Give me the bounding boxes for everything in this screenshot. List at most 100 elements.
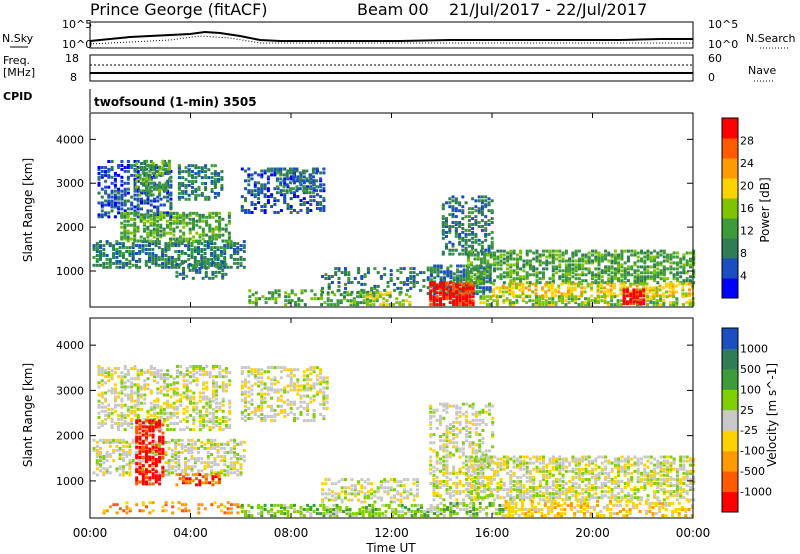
power-cell bbox=[492, 282, 495, 286]
power-cell bbox=[471, 227, 475, 230]
velocity-cell bbox=[128, 465, 132, 469]
velocity-cell bbox=[153, 405, 157, 409]
velocity-cell bbox=[202, 426, 206, 430]
velocity-cell bbox=[126, 422, 130, 425]
power-cell bbox=[451, 199, 455, 203]
power-cell bbox=[669, 255, 673, 259]
power-cell bbox=[302, 201, 306, 205]
velocity-cell bbox=[151, 425, 155, 429]
power-cell bbox=[187, 244, 191, 248]
power-cell bbox=[449, 272, 453, 276]
power-cell bbox=[126, 235, 130, 239]
velocity-cell bbox=[154, 470, 158, 474]
power-cell bbox=[672, 303, 676, 307]
power-cell bbox=[164, 169, 168, 173]
power-cell bbox=[658, 288, 662, 292]
velocity-cell bbox=[128, 459, 132, 463]
velocity-cell bbox=[107, 403, 111, 407]
power-cell bbox=[279, 193, 283, 197]
velocity-cell bbox=[184, 457, 187, 461]
velocity-cell bbox=[218, 371, 222, 375]
power-cell bbox=[659, 297, 663, 301]
velocity-cell bbox=[151, 442, 155, 446]
power-cell bbox=[206, 242, 210, 246]
power-cell bbox=[668, 282, 672, 286]
velocity-cell bbox=[279, 410, 283, 414]
power-cell bbox=[197, 187, 201, 191]
power-cell bbox=[439, 291, 442, 295]
power-cell bbox=[554, 288, 558, 292]
power-cell bbox=[672, 273, 676, 277]
power-cell bbox=[205, 215, 209, 219]
power-cell bbox=[525, 295, 529, 299]
power-cell bbox=[452, 283, 456, 287]
power-cell bbox=[344, 267, 347, 271]
power-cell bbox=[175, 219, 179, 223]
power-cell bbox=[473, 265, 477, 269]
power-cell bbox=[493, 257, 496, 261]
power-cell bbox=[482, 290, 486, 294]
power-cell bbox=[587, 303, 591, 307]
power-cell bbox=[208, 223, 212, 227]
power-cell bbox=[669, 261, 673, 265]
power-cell bbox=[642, 300, 646, 304]
velocity-cell bbox=[276, 413, 280, 416]
power-cell bbox=[662, 249, 666, 253]
power-cell bbox=[200, 255, 204, 259]
velocity-cell bbox=[158, 419, 162, 423]
velocity-cell bbox=[299, 506, 303, 509]
power-cell bbox=[214, 235, 218, 239]
velocity-cell bbox=[257, 415, 261, 418]
velocity-cell bbox=[189, 381, 192, 385]
power-cell bbox=[378, 291, 382, 295]
power-cell bbox=[145, 179, 148, 183]
velocity-cell bbox=[99, 451, 102, 454]
power-cell bbox=[182, 211, 186, 215]
velocity-cell bbox=[149, 407, 153, 411]
power-cell bbox=[290, 289, 294, 293]
velocity-cell bbox=[306, 508, 310, 511]
power-cell bbox=[169, 217, 173, 221]
power-cell bbox=[442, 293, 446, 297]
power-cell bbox=[688, 292, 691, 296]
power-cell bbox=[454, 248, 458, 252]
velocity-cell bbox=[189, 397, 192, 401]
power-cell bbox=[531, 290, 535, 294]
power-cell bbox=[177, 176, 181, 180]
power-cell bbox=[643, 267, 647, 271]
power-cell bbox=[158, 185, 162, 189]
power-cell bbox=[97, 201, 101, 205]
power-cell bbox=[104, 211, 108, 215]
power-cell bbox=[470, 279, 474, 283]
power-cell bbox=[177, 182, 181, 185]
velocity-cell bbox=[322, 398, 326, 402]
power-cell bbox=[470, 263, 474, 267]
velocity-cell bbox=[190, 455, 194, 458]
power-cell bbox=[299, 199, 303, 203]
power-cell bbox=[158, 171, 162, 175]
velocity-cell bbox=[177, 438, 181, 442]
velocity-cell bbox=[178, 477, 182, 481]
power-cell bbox=[441, 252, 445, 256]
velocity-cell bbox=[312, 384, 316, 388]
power-cell bbox=[180, 250, 184, 253]
velocity-cell bbox=[211, 411, 215, 415]
power-cell bbox=[436, 268, 440, 272]
velocity-cell bbox=[175, 411, 179, 415]
power-cell bbox=[617, 253, 621, 257]
power-cell bbox=[158, 191, 162, 195]
power-cell bbox=[587, 255, 591, 259]
power-cell bbox=[197, 166, 201, 170]
power-cell bbox=[439, 299, 442, 303]
power-cell bbox=[550, 286, 554, 290]
power-cell bbox=[458, 301, 462, 305]
power-cell bbox=[604, 265, 608, 269]
power-cell bbox=[337, 284, 341, 288]
power-cell bbox=[688, 282, 691, 286]
power-cell bbox=[679, 259, 683, 263]
power-cell bbox=[564, 277, 568, 281]
power-cell bbox=[299, 183, 303, 187]
power-cell bbox=[192, 217, 195, 221]
power-cell bbox=[467, 250, 471, 254]
power-cell bbox=[161, 248, 165, 251]
